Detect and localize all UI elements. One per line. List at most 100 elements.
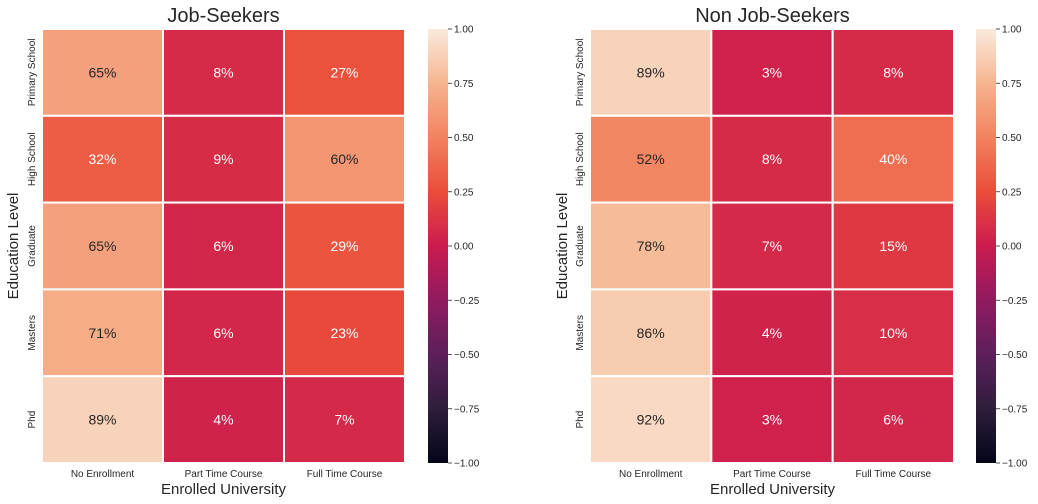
y-tick-label: Primary School	[27, 38, 38, 106]
heatmap-cell	[589, 375, 713, 465]
x-tick-label: No Enrollment	[71, 469, 135, 480]
colorbar-tick-label: −0.25	[454, 296, 480, 307]
chart-title: Non Job-Seekers	[695, 5, 850, 27]
heatmap-annotations: 65% 8% 27% 32% 9% 60% 65% 6% 29% 71% 6% 23% 89% 4% 7%	[88, 64, 358, 427]
colorbar	[428, 29, 448, 463]
cell-value-label: 3%	[762, 64, 782, 80]
heatmap-cell	[710, 28, 834, 117]
x-tick-label: Full Time Course	[856, 469, 932, 480]
heatmap-cell	[710, 114, 834, 204]
cell-value-label: 86%	[637, 325, 665, 341]
cell-value-label: 27%	[330, 64, 358, 80]
heatmap-cell	[41, 288, 164, 378]
cell-value-label: 23%	[330, 325, 358, 341]
colorbar-tick-label: 0.50	[454, 133, 474, 144]
x-tick-label: No Enrollment	[619, 469, 683, 480]
cell-value-label: 7%	[334, 412, 354, 428]
colorbar-tick-label: −0.25	[1002, 296, 1028, 307]
cell-value-label: 89%	[637, 64, 665, 80]
colorbar-tick-label: 1.00	[1002, 25, 1022, 36]
colorbar-tick-label: −0.50	[1002, 350, 1028, 361]
cell-value-label: 3%	[762, 412, 782, 428]
y-tick-label: Masters	[27, 315, 38, 351]
cell-value-label: 78%	[637, 238, 665, 254]
heatmap-cell	[41, 375, 164, 465]
cell-value-label: 10%	[879, 325, 907, 341]
y-tick-labels: Primary School High School Graduate Masters…	[575, 38, 586, 428]
heatmap-cell	[831, 288, 956, 378]
y-tick-label: Masters	[575, 315, 586, 351]
cell-value-label: 15%	[879, 238, 907, 254]
colorbar-tick-label: 0.25	[454, 187, 474, 198]
heatmap-cell	[283, 28, 406, 117]
x-tick-label: Part Time Course	[733, 469, 811, 480]
colorbar-tick-label: −1.00	[1002, 459, 1028, 470]
cell-value-label: 71%	[88, 325, 116, 341]
cell-value-label: 92%	[637, 412, 665, 428]
y-tick-label: High School	[27, 132, 38, 186]
colorbar-tick-label: 0.75	[454, 79, 474, 90]
colorbar-tick-label: 0.00	[1002, 242, 1022, 253]
heatmap-annotations: 89% 3% 8% 52% 8% 40% 78% 7% 15% 86% 4% 10% 92% 3% 6%	[637, 64, 908, 427]
colorbar-tick-label: −1.00	[454, 459, 480, 470]
cell-value-label: 8%	[883, 64, 903, 80]
colorbar-tick-label: 0.75	[1002, 79, 1022, 90]
heatmap-cell	[283, 288, 406, 378]
heatmap-cell	[162, 201, 285, 291]
cell-value-label: 65%	[88, 238, 116, 254]
y-tick-label: High School	[575, 132, 586, 186]
colorbar-tick-label: 0.00	[454, 242, 474, 253]
heatmap-cell	[162, 375, 285, 465]
heatmap-cells	[41, 28, 406, 465]
y-axis-label: Education Level	[554, 193, 571, 300]
cell-value-label: 52%	[637, 151, 665, 167]
y-tick-label: Phd	[575, 411, 586, 429]
heatmap-cell	[710, 288, 834, 378]
colorbar-tick-label: −0.75	[454, 404, 480, 415]
x-tick-labels: No Enrollment Part Time Course Full Time C…	[619, 469, 932, 480]
x-axis-label: Enrolled University	[161, 481, 287, 498]
y-tick-label: Phd	[27, 411, 38, 429]
colorbar-tick-label: −0.75	[1002, 404, 1028, 415]
heatmap-panel-job-seekers: Job-Seekers 65% 8% 27% 32% 9% 60% 65% 6% 29% 71% 6…	[5, 5, 480, 498]
cell-value-label: 6%	[883, 412, 903, 428]
heatmap-cell	[710, 375, 834, 465]
heatmap-cell	[283, 375, 406, 465]
cell-value-label: 7%	[762, 238, 782, 254]
y-tick-label: Primary School	[575, 38, 586, 106]
y-axis-label: Education Level	[5, 193, 22, 300]
cell-value-label: 29%	[330, 238, 358, 254]
cell-value-label: 8%	[762, 151, 782, 167]
cell-value-label: 65%	[88, 64, 116, 80]
y-tick-label: Graduate	[27, 225, 38, 267]
colorbar-tick-label: −0.50	[454, 350, 480, 361]
colorbar-tick-label: 0.50	[1002, 133, 1022, 144]
y-tick-label: Graduate	[575, 225, 586, 267]
heatmap-cells	[589, 28, 956, 465]
chart-title: Job-Seekers	[167, 5, 279, 27]
cell-value-label: 89%	[88, 412, 116, 428]
heatmap-cell	[41, 28, 164, 117]
cell-value-label: 32%	[88, 151, 116, 167]
cell-value-label: 60%	[330, 151, 358, 167]
cell-value-label: 9%	[213, 151, 233, 167]
colorbar	[976, 29, 996, 463]
heatmap-panel-non-job-seekers: Non Job-Seekers 89% 3% 8%52% 8% 40%78% 7% 15%8…	[554, 5, 1028, 498]
cell-value-label: 6%	[213, 325, 233, 341]
cell-value-label: 8%	[213, 64, 233, 80]
cell-value-label: 40%	[879, 151, 907, 167]
cell-value-label: 6%	[213, 238, 233, 254]
cell-value-label: 4%	[762, 325, 782, 341]
colorbar-ticks: 1.00 0.75 0.50 0.25 0.00 −0.25 −0.50 −0.75 −1.00	[996, 25, 1028, 470]
x-tick-label: Full Time Course	[307, 469, 383, 480]
colorbar-ticks: 1.00 0.75 0.50 0.25 0.00 −0.25 −0.50 −0.75 −1.00	[448, 25, 480, 470]
heatmap-cell	[162, 28, 285, 117]
x-axis-label: Enrolled University	[710, 481, 836, 498]
x-tick-labels: No Enrollment Part Time Course Full Time C…	[71, 469, 383, 480]
heatmap-cell	[831, 114, 956, 204]
heatmap-cell	[831, 375, 956, 465]
heatmap-cell	[589, 114, 713, 204]
heatmap-cell	[283, 114, 406, 204]
y-tick-labels: Primary School High School Graduate Masters…	[27, 38, 38, 428]
